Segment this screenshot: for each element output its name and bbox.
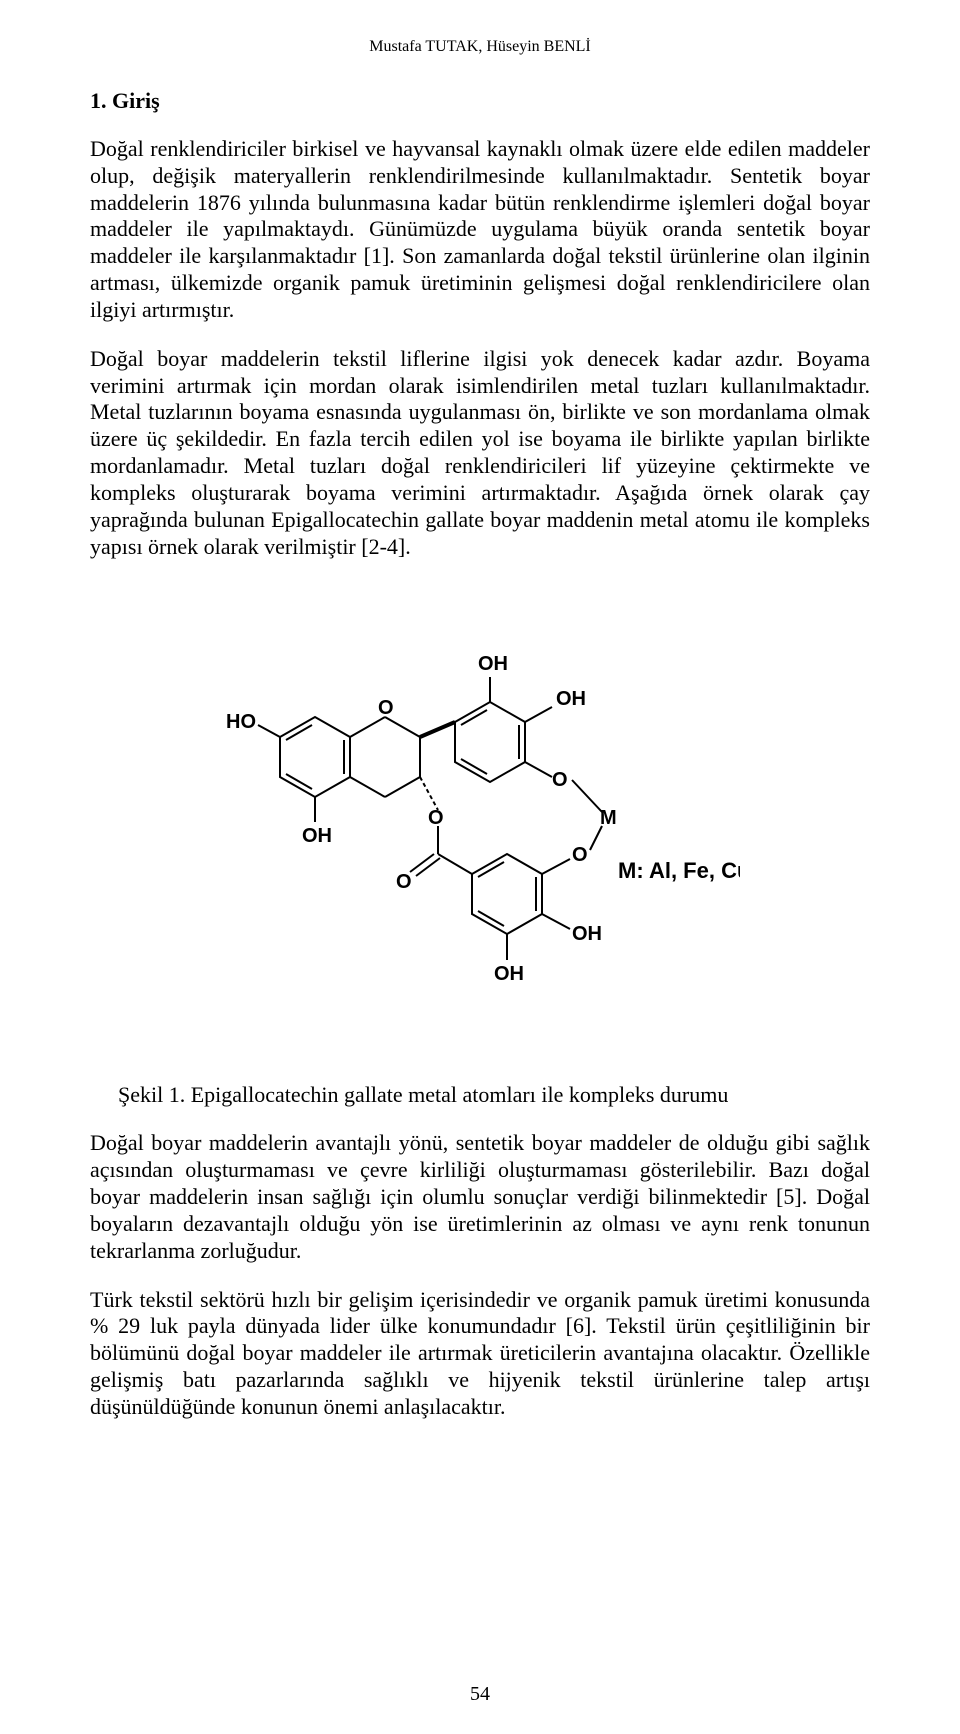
- label-oh-bl: OH: [302, 825, 332, 847]
- label-oh-brl: OH: [572, 923, 602, 945]
- label-o-ring: O: [378, 697, 394, 719]
- figure-molecule: OH OH HO O O OH O O M O OH OH M: Al, Fe,…: [90, 582, 870, 1052]
- paragraph-1: Doğal renklendiriciler birkisel ve hayva…: [90, 136, 870, 324]
- label-oh-top: OH: [478, 653, 508, 675]
- section-title: 1. Giriş: [90, 88, 870, 114]
- label-oh-bottom: OH: [494, 963, 524, 985]
- label-o-ester2: O: [396, 871, 412, 893]
- label-o-lower: O: [572, 844, 588, 866]
- label-oh-right1: OH: [556, 688, 586, 710]
- label-o-ester1: O: [428, 807, 444, 829]
- paragraph-3: Doğal boyar maddelerin avantajlı yönü, s…: [90, 1130, 870, 1264]
- page-number: 54: [0, 1683, 960, 1706]
- figure-caption: Şekil 1. Epigallocatechin gallate metal …: [90, 1082, 870, 1108]
- header-authors: Mustafa TUTAK, Hüseyin BENLİ: [90, 38, 870, 56]
- label-m: M: [600, 807, 617, 829]
- molecule-svg: OH OH HO O O OH O O M O OH OH M: Al, Fe,…: [220, 582, 740, 1052]
- label-m-legend: M: Al, Fe, Cu: [618, 858, 740, 883]
- label-o-mid: O: [552, 769, 568, 791]
- label-ho-left: HO: [226, 711, 256, 733]
- page: Mustafa TUTAK, Hüseyin BENLİ 1. Giriş Do…: [0, 0, 960, 1734]
- paragraph-2: Doğal boyar maddelerin tekstil liflerine…: [90, 346, 870, 561]
- paragraph-4: Türk tekstil sektörü hızlı bir gelişim i…: [90, 1287, 870, 1421]
